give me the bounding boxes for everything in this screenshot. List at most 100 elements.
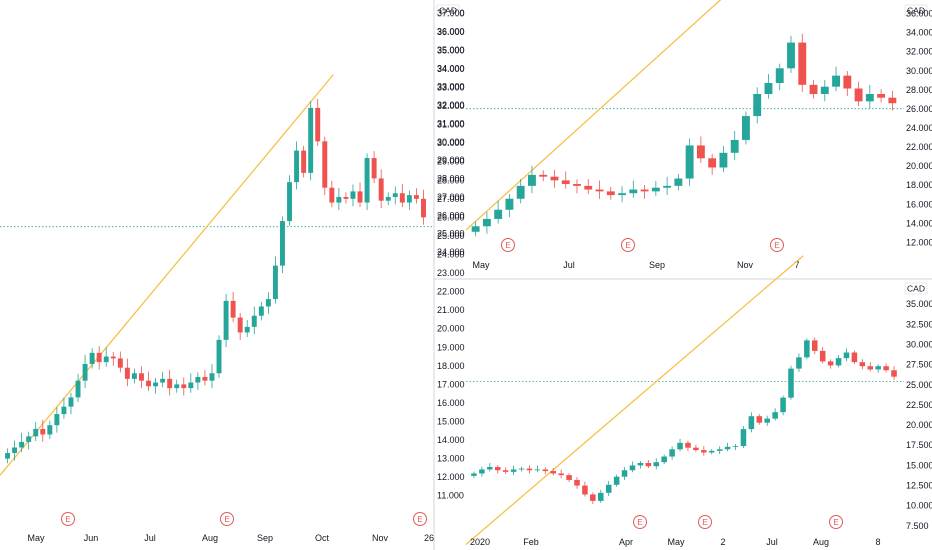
candle-body xyxy=(558,473,564,476)
x-tick-label: Jun xyxy=(84,533,99,543)
candle-body xyxy=(471,226,480,232)
y-tick-label: 26.000 xyxy=(437,210,465,220)
trendline[interactable] xyxy=(465,0,726,231)
candle-body xyxy=(315,107,321,142)
candle-body xyxy=(685,442,691,448)
price-scale[interactable]: 24.000 25.000 26.000 27.000 28.000 29.000 30.0… xyxy=(437,8,465,257)
time-scale[interactable]: May Jul Sep Nov 7 xyxy=(472,260,799,270)
y-tick-label-right: 28.000 xyxy=(906,85,932,95)
candle-body xyxy=(237,317,243,333)
candle-body xyxy=(110,356,116,359)
candle-body xyxy=(843,75,852,89)
candle-body xyxy=(888,97,897,104)
candle-body xyxy=(308,107,314,173)
earnings-marker xyxy=(413,512,427,526)
y-tick-label: 15.000 xyxy=(437,417,465,427)
candle-body xyxy=(788,368,794,398)
candle-body xyxy=(663,185,672,188)
candle-body xyxy=(406,195,412,203)
y-tick-label: 37.000 xyxy=(437,8,465,18)
candle-body xyxy=(835,358,842,366)
candle-body xyxy=(819,350,826,362)
y-tick-label: 23.000 xyxy=(437,268,465,278)
y-tick-label-right: 20.000 xyxy=(906,161,932,171)
candle-body xyxy=(61,406,67,415)
y-tick-label: 12.000 xyxy=(437,472,465,482)
y-tick-label: 34.000 xyxy=(437,64,465,74)
candle-body xyxy=(730,139,739,153)
candle-body xyxy=(865,94,874,102)
candle-body xyxy=(399,193,405,203)
y-tick-label: 17.000 xyxy=(437,379,465,389)
candle-body xyxy=(287,182,292,222)
candle-body xyxy=(605,484,612,493)
chart-panel-top-right[interactable]: CAD CAD 24.000 25.000 26.000 27.000 28.000 29… xyxy=(436,0,932,270)
y-tick-label: 24.000 xyxy=(437,247,465,257)
candle-body xyxy=(153,382,159,387)
candle-body xyxy=(561,180,570,185)
candle-body xyxy=(798,42,807,85)
y-tick-label: 18.000 xyxy=(437,361,465,371)
chart-panel-bottom-right[interactable]: CAD 7.500 10.000 12.500 15.000 17.500 20.000 2… xyxy=(465,255,932,547)
currency-badge-right xyxy=(904,4,928,17)
trendline[interactable] xyxy=(465,255,804,545)
y-tick-label: 27.500 xyxy=(906,360,932,370)
trendline-segment xyxy=(465,255,804,545)
y-tick-label: 16.000 xyxy=(437,398,465,408)
y-tick-label: 33.000 xyxy=(437,83,465,93)
candle-body xyxy=(606,191,615,196)
y-tick-label: 36.000 xyxy=(437,27,465,37)
candle-body xyxy=(223,300,229,340)
y-tick-label: 32.500 xyxy=(906,319,932,329)
price-scale[interactable]: 7.500 10.000 12.500 15.000 17.500 20.000 22.50… xyxy=(906,299,932,531)
y-tick-label: 27.000 xyxy=(437,194,465,204)
y-tick-label: 22.500 xyxy=(906,400,932,410)
y-tick-label-right: 14.000 xyxy=(906,218,932,228)
x-tick-label: 26 xyxy=(424,533,434,543)
trendline[interactable] xyxy=(0,74,334,476)
candle-body xyxy=(550,471,556,474)
y-tick-label: 26.000 xyxy=(437,212,465,222)
candle-body xyxy=(371,158,377,179)
candle-body xyxy=(167,378,173,389)
x-tick-label: 7 xyxy=(794,260,799,270)
candle-body xyxy=(724,446,731,450)
x-tick-label: May xyxy=(472,260,490,270)
candle-body xyxy=(421,198,426,218)
currency-badge-left xyxy=(436,4,460,17)
y-tick-label: 33.000 xyxy=(437,82,465,92)
candle-body xyxy=(859,362,866,367)
candle-body xyxy=(413,195,419,199)
time-scale[interactable]: 2020 Feb Apr May 2 Jul Aug 8 xyxy=(470,537,881,547)
candle-body xyxy=(595,189,604,192)
earnings-marker-label: E xyxy=(833,518,838,527)
candle-body xyxy=(174,384,180,389)
candle-body xyxy=(629,189,638,194)
earnings-marker-label: E xyxy=(774,241,779,250)
chart-panel-left[interactable]: 11.000 12.000 13.000 14.000 15.000 16.000 17.0… xyxy=(0,8,465,543)
y-tick-label: 29.000 xyxy=(437,157,465,167)
candle-body xyxy=(796,357,802,369)
x-tick-label: Sep xyxy=(649,260,665,270)
earnings-marker-label: E xyxy=(417,515,422,524)
candle-body xyxy=(674,178,683,186)
candles xyxy=(471,337,897,505)
y-tick-label: 14.000 xyxy=(437,435,465,445)
candle-body xyxy=(54,414,60,426)
candle-body xyxy=(534,469,541,471)
y-tick-label: 30.000 xyxy=(906,339,932,349)
candle-body xyxy=(843,352,850,359)
candle-body xyxy=(701,450,707,453)
candle-body xyxy=(677,442,683,450)
price-scale-right[interactable]: 12.000 14.000 16.000 18.000 20.000 22.000 24.0… xyxy=(906,9,932,248)
y-tick-label: 25.000 xyxy=(437,231,465,241)
time-scale[interactable]: May Jun Jul Aug Sep Oct Nov 26 xyxy=(27,533,434,543)
y-tick-label: 13.000 xyxy=(437,454,465,464)
candle-body xyxy=(528,174,536,186)
candle-body xyxy=(482,218,491,227)
candle-body xyxy=(539,174,548,177)
candle-body xyxy=(582,485,588,495)
